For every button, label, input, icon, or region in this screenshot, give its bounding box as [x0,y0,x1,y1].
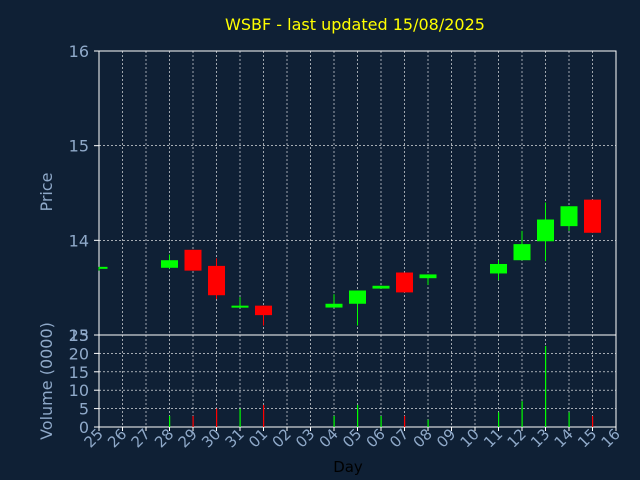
x-tick-label: 01 [245,425,271,451]
candle [560,206,578,231]
volume-bar [521,401,523,427]
candle-body [349,290,366,304]
volume-y-tick-label: 15 [69,363,89,382]
candle [255,305,272,326]
volume-bar [333,415,335,427]
x-tick-label: 13 [527,425,553,451]
x-tick-label: 27 [128,425,154,451]
volume-y-tick-label: 10 [69,381,89,400]
volume-y-tick-label: 5 [79,400,89,419]
candle [372,285,390,289]
candle-body [396,272,413,293]
price-y-tick-label: 16 [69,42,89,61]
x-tick-label: 10 [457,425,483,451]
price-axis-label: Price [37,172,56,211]
x-tick-label: 06 [363,425,389,451]
candle [396,272,413,293]
volume-bar [357,404,359,427]
volume-bar [169,415,171,427]
candle [584,199,601,233]
candle-body [99,266,108,269]
volume-y-tick-label: 25 [69,326,89,345]
volume-bar [380,415,382,427]
x-tick-label: 07 [386,425,412,451]
x-tick-label: 05 [339,425,365,451]
price-y-tick-label: 13 [69,326,89,345]
x-tick-label: 29 [175,425,201,451]
chart-title: WSBF - last updated 15/08/2025 [225,15,485,34]
x-tick-label: 31 [222,425,248,451]
candle-body [584,199,601,233]
candle [490,260,507,281]
price-y-tick-label: 14 [69,231,89,250]
x-tick-label: 26 [104,425,130,451]
volume-bar [545,346,547,427]
candle [98,266,108,271]
volume-axis-label: Volume (0000) [37,322,56,440]
candle-body [161,260,178,268]
volume-bar [592,415,594,427]
candle [231,297,249,308]
x-tick-label: 14 [551,425,577,451]
x-tick-label: 11 [480,425,506,451]
candle [208,258,225,300]
candle-body [560,206,578,227]
volume-bar [192,415,194,427]
x-tick-label: 12 [504,425,530,451]
candle [349,290,366,326]
candle [513,230,531,261]
x-tick-label: 02 [269,425,295,451]
candle [325,294,343,308]
candle [161,254,178,269]
volume-y-tick-label: 0 [79,418,89,437]
candle-body [184,249,202,271]
x-tick-label: 28 [151,425,177,451]
volume-bar [498,412,500,427]
volume-bar [216,408,218,427]
x-tick-label: 04 [316,425,342,451]
volume-y-tick-label: 20 [69,344,89,363]
volume-bar [239,408,241,427]
volume-bar [568,412,570,427]
candle-body [419,274,437,279]
x-tick-label: 08 [410,425,436,451]
x-tick-label: 15 [574,425,600,451]
candle-body [231,305,249,308]
x-tick-label: 16 [598,425,624,451]
candle-body [325,303,343,308]
candle-body [208,265,225,296]
x-tick-label: 03 [292,425,318,451]
candle-body [255,305,272,316]
x-tick-label: 09 [433,425,459,451]
x-axis-label: Day [333,458,363,476]
price-y-tick-label: 15 [69,137,89,156]
candle [184,249,202,271]
candle [419,274,437,285]
volume-bar [263,404,265,427]
candle-body [537,219,554,242]
candle-body [490,264,507,274]
volume-bar [404,415,406,427]
x-tick-label: 30 [198,425,224,451]
candle-body [513,244,531,261]
volume-bar [427,419,429,427]
candle [537,202,554,262]
candle-body [372,285,390,289]
